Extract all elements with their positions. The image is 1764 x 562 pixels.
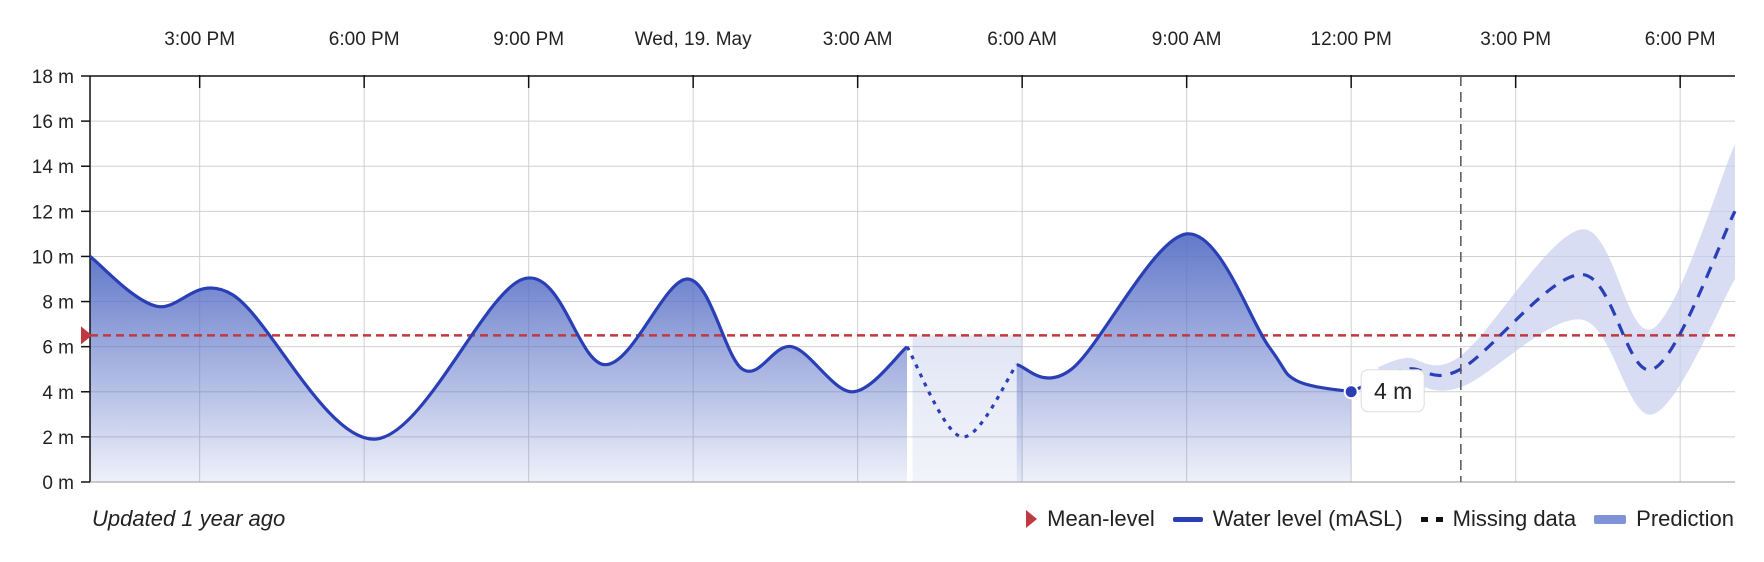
chart-overlays: 4 m (1343, 76, 1462, 482)
y-tick-label: 2 m (42, 428, 74, 449)
x-tick-label: 3:00 PM (164, 29, 235, 50)
y-tick-label: 18 m (32, 67, 74, 88)
legend-missing-data[interactable]: Missing data (1420, 506, 1577, 532)
x-tick-label: 12:00 PM (1311, 29, 1392, 50)
legend-prediction[interactable]: Prediction (1594, 506, 1734, 532)
water-level-fill (1016, 233, 1352, 482)
y-tick-label: 14 m (32, 157, 74, 178)
y-tick-label: 6 m (42, 338, 74, 359)
tooltip-value: 4 m (1374, 378, 1412, 404)
prediction-band-icon (1594, 514, 1627, 524)
current-value-tooltip: 4 m (1360, 369, 1425, 413)
y-tick-label: 8 m (42, 293, 74, 314)
prediction-line (1350, 210, 1737, 394)
y-tick-label: 12 m (32, 202, 74, 223)
y-tick-label: 16 m (32, 112, 74, 133)
tick-labels: 3:00 PM 6:00 PM 9:00 PM Wed, 19. May 3:00 AM… (32, 29, 1716, 494)
chart-footer: Updated 1 year ago Mean-level Water leve… (0, 496, 1764, 544)
series-lines (81, 210, 1737, 441)
x-tick-label: 3:00 AM (823, 29, 893, 50)
current-point-marker (1343, 384, 1359, 400)
water-level-area (90, 233, 1352, 482)
x-tick-label: 9:00 PM (493, 29, 564, 50)
missing-data-fill (912, 335, 1023, 482)
prediction-band-area (1378, 143, 1735, 415)
y-tick-label: 10 m (32, 247, 74, 268)
x-tick-label: 3:00 PM (1480, 29, 1551, 50)
legend-mean-level[interactable]: Mean-level (1026, 506, 1155, 532)
legend-water-level[interactable]: Water level (mASL) (1172, 506, 1403, 532)
legend-label: Mean-level (1047, 506, 1155, 531)
legend: Mean-level Water level (mASL) Missing da… (1026, 506, 1734, 532)
legend-label: Missing data (1452, 506, 1577, 531)
x-tick-label: 6:00 PM (1645, 29, 1716, 50)
prediction-band (1378, 143, 1735, 415)
tooltip-box (1360, 369, 1425, 413)
mean-level-marker (81, 326, 92, 345)
legend-label: Water level (mASL) (1212, 506, 1403, 531)
y-tick-label: 4 m (42, 383, 74, 404)
y-tick-label: 0 m (42, 473, 74, 494)
x-tick-label: 6:00 AM (987, 29, 1057, 50)
dashed-line-icon (1420, 516, 1443, 522)
x-tick-label: 6:00 PM (329, 29, 400, 50)
legend-label: Prediction (1636, 506, 1734, 531)
water-level-line (89, 255, 909, 441)
water-level-chart: 3:00 PM 6:00 PM 9:00 PM Wed, 19. May 3:00 AM… (32, 29, 1737, 494)
water-level-line (1016, 232, 1352, 394)
updated-text: Updated 1 year ago (92, 506, 286, 531)
water-level-line-icon (1172, 516, 1203, 522)
x-tick-label: Wed, 19. May (635, 29, 752, 50)
x-tick-label: 9:00 AM (1152, 29, 1222, 50)
mean-level-marker-icon (1026, 510, 1038, 528)
water-level-fill (90, 256, 907, 482)
